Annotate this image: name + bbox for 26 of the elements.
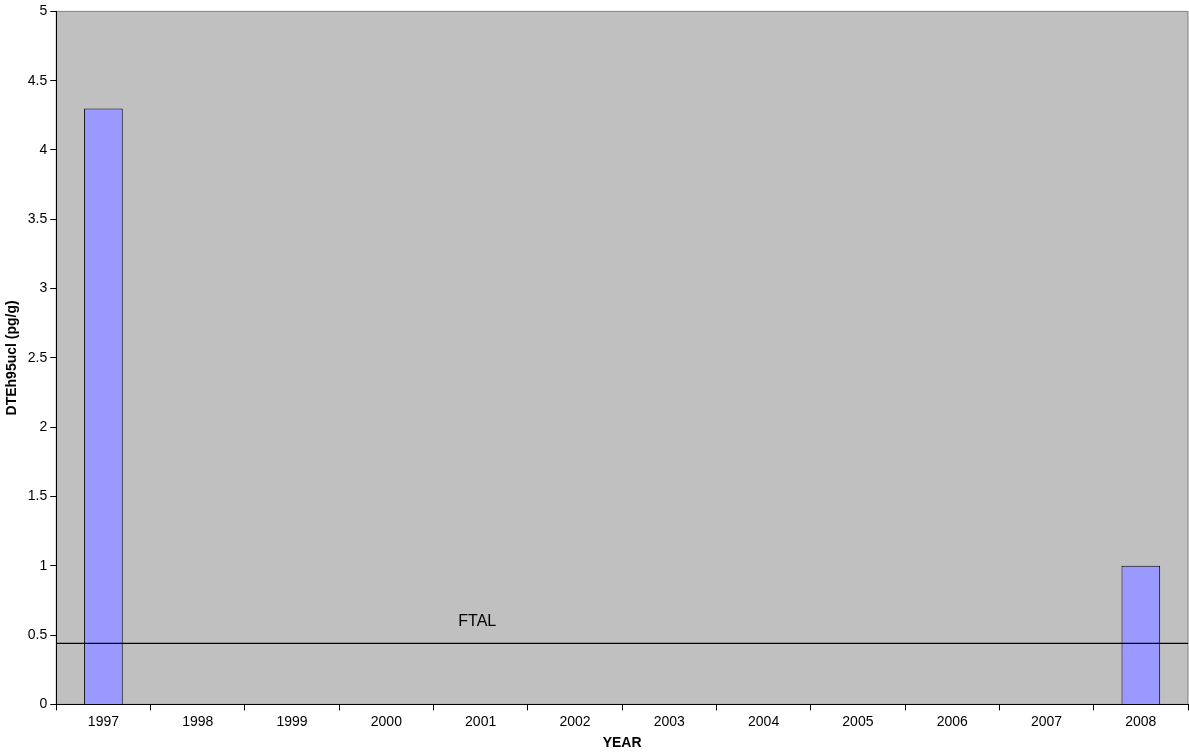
y-tick-label: 2 <box>39 418 48 435</box>
y-tick-label: 3 <box>39 279 48 296</box>
y-tick-label: 4 <box>39 140 48 157</box>
x-axis-title: YEAR <box>602 734 642 751</box>
y-tick-label: 0.5 <box>27 625 48 642</box>
x-tick-label: 2000 <box>370 712 403 729</box>
x-tick-label: 1999 <box>276 712 308 729</box>
x-tick-label: 1998 <box>182 712 214 729</box>
y-tick-label: 0 <box>39 695 48 712</box>
y-tick-label: 4.5 <box>27 71 48 88</box>
x-tick-label: 2008 <box>1125 712 1157 729</box>
y-tick-label: 3.5 <box>27 210 48 227</box>
x-tick-label: 1997 <box>87 712 120 729</box>
y-tick-label: 2.5 <box>27 348 48 365</box>
ref-line-label: FTAL <box>458 611 497 629</box>
x-tick-label: 2005 <box>842 712 874 729</box>
x-tick-label: 2001 <box>465 712 497 729</box>
x-tick-label: 2004 <box>748 712 780 729</box>
y-axis-title: DTEh95ucl (pg/g) <box>3 300 20 416</box>
x-tick-label: 2003 <box>653 712 686 729</box>
y-tick-label: 5 <box>39 2 48 19</box>
y-tick-label: 1.5 <box>27 487 48 504</box>
y-tick-label: 1 <box>39 556 48 573</box>
x-tick-label: 2007 <box>1030 712 1063 729</box>
x-tick-label: 2002 <box>559 712 591 729</box>
x-tick-label: 2006 <box>936 712 968 729</box>
